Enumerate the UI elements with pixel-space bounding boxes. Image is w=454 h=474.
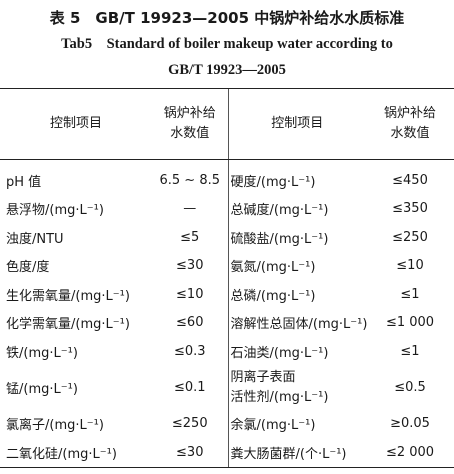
item-cell: 总碱度/(mg·L⁻¹) — [227, 194, 366, 223]
water-quality-table: 控制项目 锅炉补给 水数值 控制项目 锅炉补给 水数值 pH 值 6.5 ~ 8… — [0, 88, 454, 468]
value-cell: ≤5 — [180, 229, 200, 245]
header-value-col1: 锅炉补给 水数值 — [152, 88, 228, 160]
value-cell: ≤10 — [176, 286, 204, 302]
item-cell: 色度/度 — [6, 260, 50, 276]
item-cell: 化学需氧量/(mg·L⁻¹) — [6, 317, 130, 333]
value-cell: ≤0.3 — [173, 343, 206, 359]
header-item-col2: 控制项目 — [227, 88, 366, 160]
table-caption-en-line1: Tab5 Standard of boiler makeup water acc… — [61, 36, 393, 52]
value-cell: ≤0.5 — [394, 380, 426, 395]
value-cell: — — [183, 201, 197, 217]
item-cell: 悬浮物/(mg·L⁻¹) — [6, 203, 104, 219]
table-row: 锰/(mg·L⁻¹) ≤0.1 阴离子表面 活性剂/(mg·L⁻¹) ≤0.5 — [0, 365, 454, 410]
value-cell: ≤350 — [392, 201, 428, 217]
table-row: 色度/度 ≤30 氨氮/(mg·L⁻¹) ≤10 — [0, 251, 454, 280]
item-cell: pH 值 — [6, 174, 42, 190]
value-cell: ≤0.1 — [173, 380, 206, 395]
item-cell: 锰/(mg·L⁻¹) — [6, 382, 78, 397]
table-header-row: 控制项目 锅炉补给 水数值 控制项目 锅炉补给 水数值 — [0, 88, 454, 160]
item-cell: 氯离子/(mg·L⁻¹) — [6, 418, 104, 434]
header-value-col2: 锅炉补给 水数值 — [366, 88, 454, 160]
value-cell: ≤250 — [171, 416, 208, 432]
item-cell: 硫酸盐/(mg·L⁻¹) — [227, 223, 366, 252]
value-cell: ≤30 — [176, 258, 204, 274]
item-cell: 石油类/(mg·L⁻¹) — [227, 337, 366, 366]
item-cell: 总磷/(mg·L⁻¹) — [227, 280, 366, 309]
table-row: 二氧化硅/(mg·L⁻¹) ≤30 粪大肠菌群/(个·L⁻¹) ≤2 000 — [0, 438, 454, 468]
value-cell: ≤1 — [400, 286, 420, 302]
value-cell: ≤2 000 — [366, 438, 454, 468]
table-caption-cn: 表 5 GB/T 19923—2005 中锅炉补给水水质标准 — [49, 9, 405, 27]
value-cell: ≤450 — [392, 172, 428, 188]
item-cell: 余氯/(mg·L⁻¹) — [227, 409, 366, 438]
value-cell: ≥0.05 — [390, 416, 430, 432]
item-cell: 浊度/NTU — [6, 231, 64, 247]
table-row: 氯离子/(mg·L⁻¹) ≤250 余氯/(mg·L⁻¹) ≥0.05 — [0, 409, 454, 438]
value-cell: ≤30 — [152, 438, 228, 468]
item-cell: 氨氮/(mg·L⁻¹) — [227, 251, 366, 280]
table-row: 铁/(mg·L⁻¹) ≤0.3 石油类/(mg·L⁻¹) ≤1 — [0, 337, 454, 366]
header-item-col1: 控制项目 — [0, 88, 152, 160]
table-row: pH 值 6.5 ~ 8.5 硬度/(mg·L⁻¹) ≤450 — [0, 159, 454, 195]
value-cell: 6.5 ~ 8.5 — [159, 172, 220, 188]
value-cell: ≤10 — [396, 258, 424, 274]
table-row: 化学需氧量/(mg·L⁻¹) ≤60 溶解性总固体/(mg·L⁻¹) ≤1 00… — [0, 308, 454, 337]
value-cell: ≤250 — [392, 229, 428, 245]
value-cell: ≤1 — [400, 343, 420, 359]
table-row: 生化需氧量/(mg·L⁻¹) ≤10 总磷/(mg·L⁻¹) ≤1 — [0, 280, 454, 309]
item-cell: 硬度/(mg·L⁻¹) — [227, 159, 366, 195]
value-cell: ≤60 — [176, 315, 204, 331]
table-row: 悬浮物/(mg·L⁻¹) — 总碱度/(mg·L⁻¹) ≤350 — [0, 194, 454, 223]
item-cell: 溶解性总固体/(mg·L⁻¹) — [227, 308, 367, 337]
table-caption-en-line2: GB/T 19923—2005 — [168, 62, 286, 78]
table-row: 浊度/NTU ≤5 硫酸盐/(mg·L⁻¹) ≤250 — [0, 223, 454, 252]
item-cell: 二氧化硅/(mg·L⁻¹) — [0, 438, 152, 468]
item-cell: 生化需氧量/(mg·L⁻¹) — [6, 288, 130, 304]
item-cell: 阴离子表面 活性剂/(mg·L⁻¹) — [227, 365, 366, 410]
item-cell: 粪大肠菌群/(个·L⁻¹) — [227, 438, 366, 468]
value-cell: ≤1 000 — [385, 315, 435, 331]
item-cell: 铁/(mg·L⁻¹) — [6, 345, 78, 361]
